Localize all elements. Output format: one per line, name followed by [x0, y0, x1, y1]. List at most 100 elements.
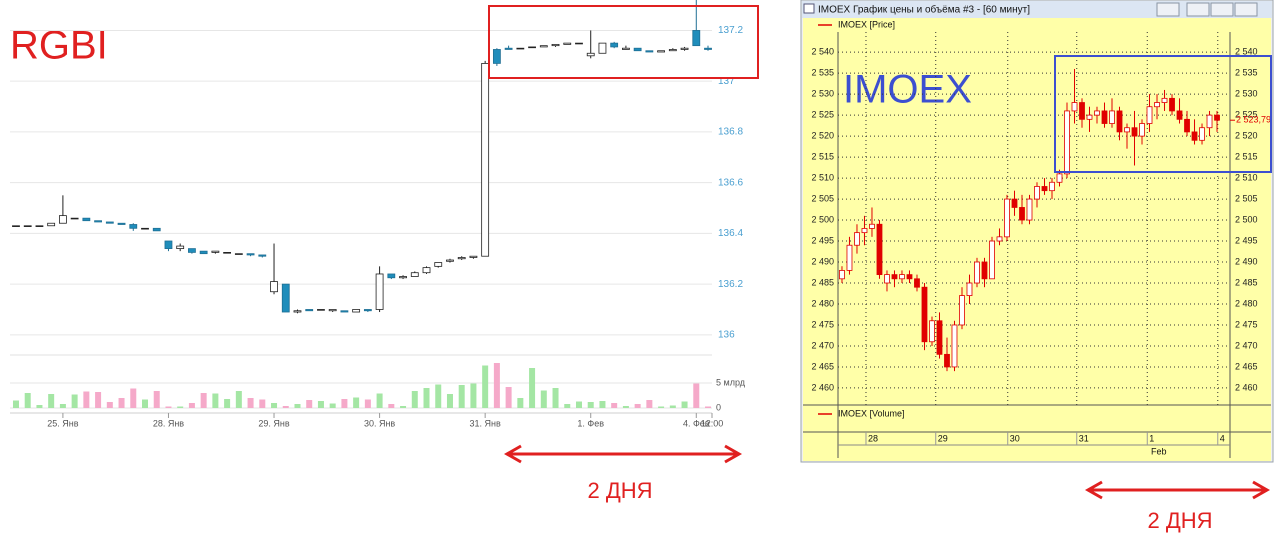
- volume-bar: [200, 393, 207, 408]
- candle-body: [996, 236, 1003, 242]
- y-tick-label: 2 490: [1235, 256, 1258, 266]
- volume-bar: [259, 399, 266, 408]
- candle-body: [1206, 114, 1213, 129]
- candle-body: [563, 42, 572, 45]
- candle-body: [199, 250, 208, 255]
- y-tick-label: 2 500: [1235, 214, 1258, 224]
- volume-bar: [130, 388, 137, 408]
- volume-bar: [59, 404, 66, 408]
- x-tick-label: 31: [1079, 433, 1089, 443]
- candle-body: [839, 270, 845, 280]
- volume-bar: [235, 391, 242, 408]
- volume-bar: [165, 406, 172, 408]
- candle-body: [906, 274, 913, 280]
- span-label: 2 ДНЯ: [587, 478, 652, 503]
- candle-body: [869, 223, 875, 229]
- candle-body: [1184, 118, 1190, 133]
- candle-body: [876, 223, 883, 276]
- candle-body: [692, 30, 701, 47]
- y-tick-label: 2 520: [811, 130, 834, 140]
- candle-body: [1139, 123, 1145, 137]
- volume-bar: [482, 365, 489, 408]
- candle-body: [340, 310, 349, 313]
- volume-bar: [646, 400, 653, 408]
- volume-bar: [411, 391, 418, 408]
- y-tick-label: 2 495: [1235, 235, 1258, 245]
- close-button[interactable]: [1234, 2, 1258, 17]
- volume-bar: [12, 400, 19, 408]
- candle-body: [921, 286, 928, 343]
- volume-bar: [212, 393, 219, 408]
- candle-body: [1056, 173, 1063, 183]
- maximize-button[interactable]: [1210, 2, 1234, 17]
- volume-bar: [177, 406, 184, 408]
- candle-body: [854, 232, 860, 246]
- y-tick-label: 2 485: [811, 277, 834, 287]
- volume-bar: [634, 404, 641, 408]
- candle-body: [1011, 198, 1018, 208]
- candle-body: [47, 222, 56, 227]
- volume-bar: [435, 384, 442, 408]
- x-tick-label: 4. Фев: [683, 418, 710, 428]
- y-tick-label: 2 525: [811, 110, 834, 120]
- volume-bar: [705, 406, 712, 408]
- candle-body: [293, 310, 302, 313]
- volume-bar: [306, 400, 313, 408]
- candle-body: [1214, 114, 1220, 121]
- x-tick-label: 30. Янв: [364, 418, 395, 428]
- candle-body: [633, 47, 642, 52]
- candle-body: [657, 50, 665, 53]
- candle-body: [1154, 102, 1160, 108]
- candle-body: [936, 320, 943, 355]
- candle-body: [598, 42, 607, 54]
- candle-body: [1176, 110, 1183, 120]
- y-tick-label: 2 500: [811, 214, 834, 224]
- candle-body: [469, 255, 478, 258]
- candle-body: [944, 353, 950, 368]
- candle-body: [704, 47, 712, 50]
- candle-body: [352, 309, 361, 313]
- volume-bar: [681, 401, 688, 408]
- candle-body: [258, 254, 267, 257]
- y-tick-label: 136.2: [718, 279, 743, 290]
- y-tick-label: 136: [718, 329, 735, 340]
- volume-bar: [693, 383, 700, 408]
- candle-body: [1116, 110, 1123, 133]
- volume-bar: [564, 404, 571, 408]
- candle-body: [270, 281, 278, 293]
- volume-bar: [658, 406, 665, 408]
- chart-annotation: IMOEX: [843, 68, 972, 112]
- candle-body: [1191, 131, 1198, 141]
- y-tick-label: 2 540: [811, 47, 834, 57]
- candle-body: [966, 282, 973, 296]
- volume-bar: [400, 406, 407, 408]
- volume-bar: [48, 394, 55, 408]
- candle-body: [94, 220, 102, 223]
- volume-bar: [388, 404, 395, 408]
- y-tick-label: 2 475: [811, 319, 834, 329]
- candle-body: [1086, 114, 1093, 120]
- volume-bar: [493, 363, 500, 408]
- candle-body: [82, 217, 91, 222]
- candle-body: [680, 47, 689, 50]
- volume-bar: [282, 406, 289, 408]
- y-tick-label: 137.2: [718, 25, 743, 36]
- volume-bar: [71, 394, 78, 408]
- candle-body: [305, 309, 314, 312]
- y-tick-label: 2 535: [1235, 68, 1258, 78]
- candle-body: [176, 245, 185, 250]
- candle-body: [211, 250, 220, 253]
- volume-bar: [294, 404, 301, 408]
- candle-body: [399, 276, 407, 279]
- button[interactable]: [1156, 2, 1180, 17]
- minimize-button[interactable]: [1186, 2, 1210, 17]
- volume-bar: [153, 391, 160, 408]
- candle-body: [1169, 97, 1175, 112]
- y-tick-label: 2 530: [1235, 89, 1258, 99]
- y-tick-label: 2 465: [1235, 361, 1258, 371]
- candle-body: [58, 215, 67, 224]
- candle-body: [861, 228, 868, 234]
- volume-bar: [353, 397, 360, 408]
- y-tick-label: 2 485: [1235, 277, 1258, 287]
- candle-body: [846, 244, 853, 271]
